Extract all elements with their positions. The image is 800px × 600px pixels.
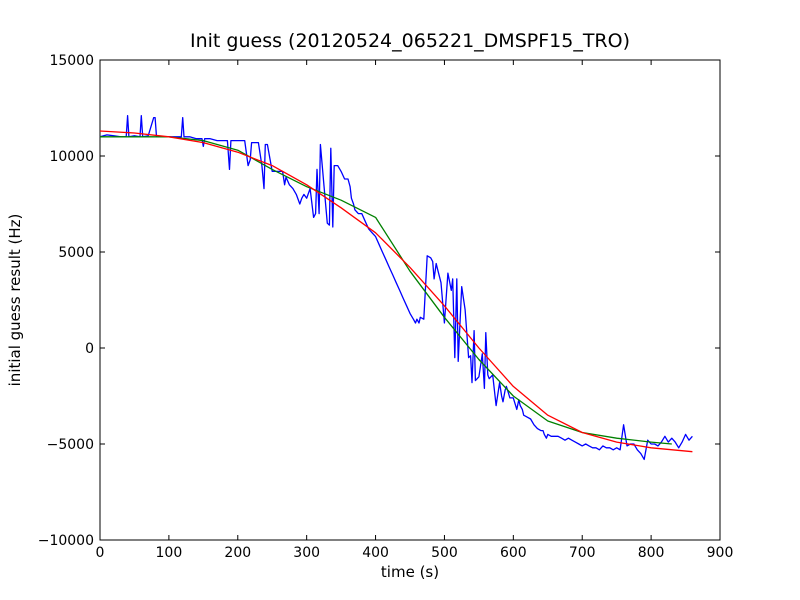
series-line-0 — [99, 115, 693, 461]
x-tick-label: 800 — [638, 545, 665, 561]
series-layer — [99, 115, 693, 461]
x-tick-label: 600 — [500, 545, 527, 561]
y-tick-label: −5000 — [47, 437, 94, 453]
x-tick-label: 0 — [96, 545, 105, 561]
x-tick-label: 400 — [362, 545, 389, 561]
x-tick-label: 200 — [224, 545, 251, 561]
y-axis-label: initial guess result (Hz) — [6, 214, 24, 387]
x-tick-label: 900 — [707, 545, 734, 561]
x-tick-label: 100 — [156, 545, 183, 561]
y-tick-label: 0 — [85, 341, 94, 357]
y-tick-label: 15000 — [49, 53, 94, 69]
x-axis-label: time (s) — [381, 563, 439, 581]
series-line-2 — [99, 130, 693, 453]
x-tick-label: 300 — [293, 545, 320, 561]
y-tick-label: 5000 — [58, 245, 94, 261]
plot-frame — [99, 59, 721, 541]
x-tick-label: 700 — [569, 545, 596, 561]
y-tick-label: 10000 — [49, 149, 94, 165]
x-tick-label: 500 — [431, 545, 458, 561]
ticks-layer: 0 100 200 300 400 500 600 700 800 900 −10000 −5000 0… — [38, 53, 734, 561]
plot-area: 0 100 200 300 400 500 600 700 800 900 −10000 −5000 0… — [38, 53, 734, 561]
y-tick-label: −10000 — [38, 533, 94, 549]
chart-title: Init guess (20120524_065221_DMSPF15_TRO) — [190, 30, 630, 52]
